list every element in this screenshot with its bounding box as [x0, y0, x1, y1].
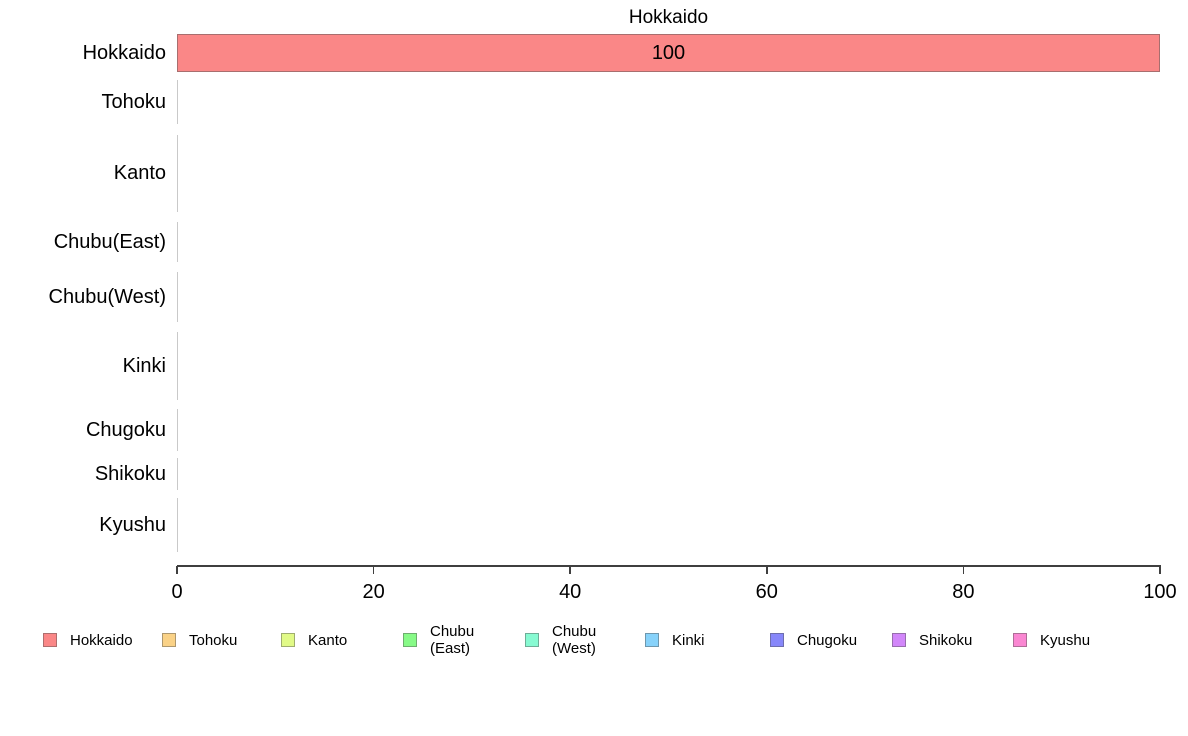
x-tick-label: 80	[952, 581, 975, 603]
y-axis-label-shikoku: Shikoku	[94, 462, 166, 485]
legend-item-tohoku[interactable]: Tohoku	[162, 620, 237, 660]
y-axis-label-chubu-west-: Chubu(West)	[48, 285, 166, 308]
legend-swatch-icon	[281, 633, 295, 647]
legend-swatch-icon	[525, 633, 539, 647]
zero-bar-chubu-east-	[176, 222, 178, 262]
y-axis-label-tohoku: Tohoku	[101, 90, 167, 113]
legend-swatch-icon	[403, 633, 417, 647]
legend-item-kanto[interactable]: Kanto	[281, 620, 347, 660]
legend-label: Kanto	[308, 631, 348, 649]
y-axis-label-chubu-east-: Chubu(East)	[53, 230, 166, 253]
x-tick-label: 20	[362, 581, 385, 603]
legend-swatch-icon	[162, 633, 176, 647]
x-tick	[962, 566, 965, 574]
legend-swatch-icon	[645, 633, 659, 647]
zero-bar-chubu-west-	[176, 272, 178, 322]
x-tick-label: 60	[755, 581, 778, 603]
bar-value-label: 100	[651, 41, 686, 64]
y-axis-label-kanto: Kanto	[113, 162, 166, 184]
legend-item-kyushu[interactable]: Kyushu	[1013, 620, 1090, 660]
legend-swatch-icon	[1013, 633, 1027, 647]
legend-item-chubu-west-[interactable]: Chubu (West)	[525, 620, 596, 660]
legend-item-chugoku[interactable]: Chugoku	[770, 620, 857, 660]
zero-bar-tohoku	[176, 80, 178, 124]
x-tick	[766, 566, 768, 574]
y-axis-label-kinki: Kinki	[122, 354, 166, 377]
legend-label: Chubu (East)	[430, 623, 475, 657]
legend-item-kinki[interactable]: Kinki	[645, 620, 705, 660]
legend-item-chubu-east-[interactable]: Chubu (East)	[403, 620, 474, 660]
zero-bar-shikoku	[176, 458, 178, 490]
x-tick-label: 0	[171, 581, 183, 603]
legend-label: Kyushu	[1040, 631, 1091, 649]
legend-label: Hokkaido	[70, 631, 133, 649]
legend-swatch-icon	[770, 633, 784, 647]
legend-swatch-icon	[892, 633, 906, 647]
legend: Hokkaido Tohoku Kanto Chubu (East) Chubu (We…	[0, 620, 1188, 662]
legend-label: Tohoku	[189, 631, 238, 649]
zero-bar-chugoku	[176, 409, 178, 451]
zero-bar-kyushu	[176, 498, 178, 552]
x-tick	[1159, 566, 1161, 574]
legend-label: Kinki	[672, 631, 705, 649]
legend-label: Chubu (West)	[552, 623, 597, 657]
chart-title: Hokkaido	[628, 7, 709, 28]
x-axis-line	[177, 565, 1161, 567]
x-tick-label: 100	[1143, 581, 1177, 603]
y-axis-label-chugoku: Chugoku	[85, 418, 166, 441]
legend-swatch-icon	[43, 633, 57, 647]
x-tick	[569, 566, 571, 574]
x-tick	[372, 566, 375, 574]
x-tick	[176, 566, 178, 574]
zero-bar-kanto	[176, 135, 178, 212]
legend-label: Shikoku	[919, 631, 973, 649]
legend-label: Chugoku	[797, 631, 858, 649]
y-axis-label-kyushu: Kyushu	[99, 513, 166, 536]
bar-hokkaido	[177, 34, 1160, 72]
legend-item-hokkaido[interactable]: Hokkaido	[43, 620, 133, 660]
zero-bar-kinki	[176, 332, 178, 400]
y-axis-label-hokkaido: Hokkaido	[82, 41, 166, 64]
x-tick-label: 40	[559, 581, 582, 603]
legend-item-shikoku[interactable]: Shikoku	[892, 620, 972, 660]
